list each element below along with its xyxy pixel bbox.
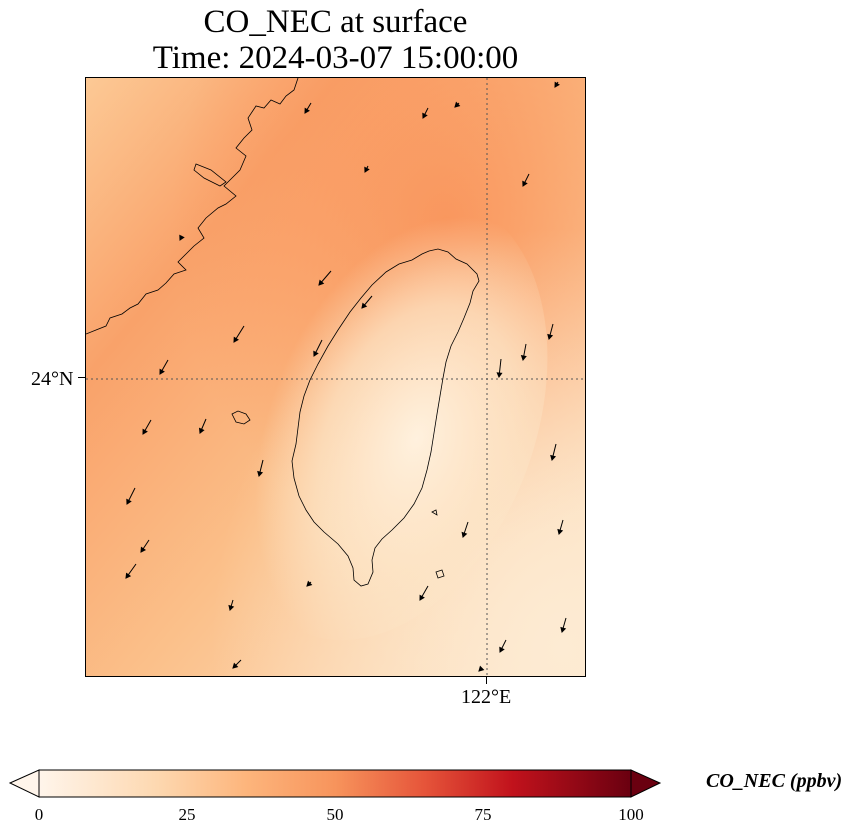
latitude-tick-mark — [78, 377, 85, 378]
longitude-tick-label: 122°E — [461, 686, 512, 708]
colorbar-tick: 0 — [34, 805, 44, 824]
colorbar-tick: 25 — [178, 805, 196, 824]
wind-arrow-head — [364, 166, 370, 173]
small-island-south — [435, 569, 445, 579]
wind-arrow-head — [522, 180, 528, 187]
map-title-variable: CO_NEC at surface — [203, 4, 468, 40]
colorbar-tick: 100 — [618, 805, 644, 824]
wind-arrow-head — [179, 234, 185, 241]
wind-arrow-head — [520, 355, 527, 362]
wind-arrow-head — [318, 279, 325, 286]
taiwan-coastline — [291, 248, 480, 587]
wind-arrow-head — [560, 626, 567, 633]
wind-arrow-head — [557, 528, 564, 535]
wind-arrow-head — [454, 101, 461, 108]
map-title-time: Time: 2024-03-07 15:00:00 — [152, 40, 519, 76]
wind-arrow-head — [142, 428, 148, 435]
latitude-tick-label: 24°N — [31, 368, 74, 390]
wind-arrow-head — [125, 572, 132, 579]
wind-arrow-head — [554, 81, 560, 88]
wind-arrow-head — [228, 604, 235, 611]
wind-arrow-head — [496, 372, 503, 379]
wind-arrow-head — [126, 498, 132, 505]
wind-arrow-head — [313, 350, 319, 357]
colorbar-extend-max — [630, 769, 662, 798]
mainland-bay — [193, 163, 227, 187]
colorbar-label: CO_NEC (ppbv) — [706, 770, 843, 792]
wind-arrow-head — [233, 336, 239, 343]
wind-arrow-head — [306, 580, 313, 587]
wind-arrow-head — [422, 112, 428, 119]
wind-arrow-head — [547, 333, 554, 341]
map-title: CO_NEC at surface Time: 2024-03-07 15:00… — [85, 4, 586, 76]
colorbar-gradient — [38, 769, 632, 798]
small-island-east — [431, 509, 438, 516]
wind-arrows — [125, 81, 567, 672]
concentration-island-low — [224, 195, 548, 641]
map-panel[interactable] — [85, 77, 586, 677]
wind-arrow-head — [361, 302, 368, 309]
wind-arrow-head — [257, 470, 264, 478]
colorbar-tick: 50 — [326, 805, 344, 824]
wind-arrow-head — [159, 368, 165, 375]
colorbar-svg — [8, 769, 662, 798]
mainland-coastline — [86, 78, 299, 335]
wind-arrow-head — [499, 646, 505, 653]
wind-arrow-head — [232, 662, 239, 669]
map-svg — [86, 78, 585, 676]
colorbar-tick: 75 — [474, 805, 492, 824]
wind-arrow-head — [461, 531, 468, 538]
small-island-penghu — [231, 410, 251, 425]
wind-arrow-head — [478, 665, 485, 672]
wind-arrow-head — [140, 546, 147, 553]
wind-arrow-head — [419, 594, 425, 601]
colorbar — [8, 768, 664, 802]
wind-arrow-head — [550, 454, 557, 462]
wind-arrow-head — [304, 107, 310, 114]
wind-arrow-head — [198, 427, 205, 434]
longitude-tick-mark — [486, 677, 487, 684]
colorbar-extend-min — [8, 769, 40, 798]
